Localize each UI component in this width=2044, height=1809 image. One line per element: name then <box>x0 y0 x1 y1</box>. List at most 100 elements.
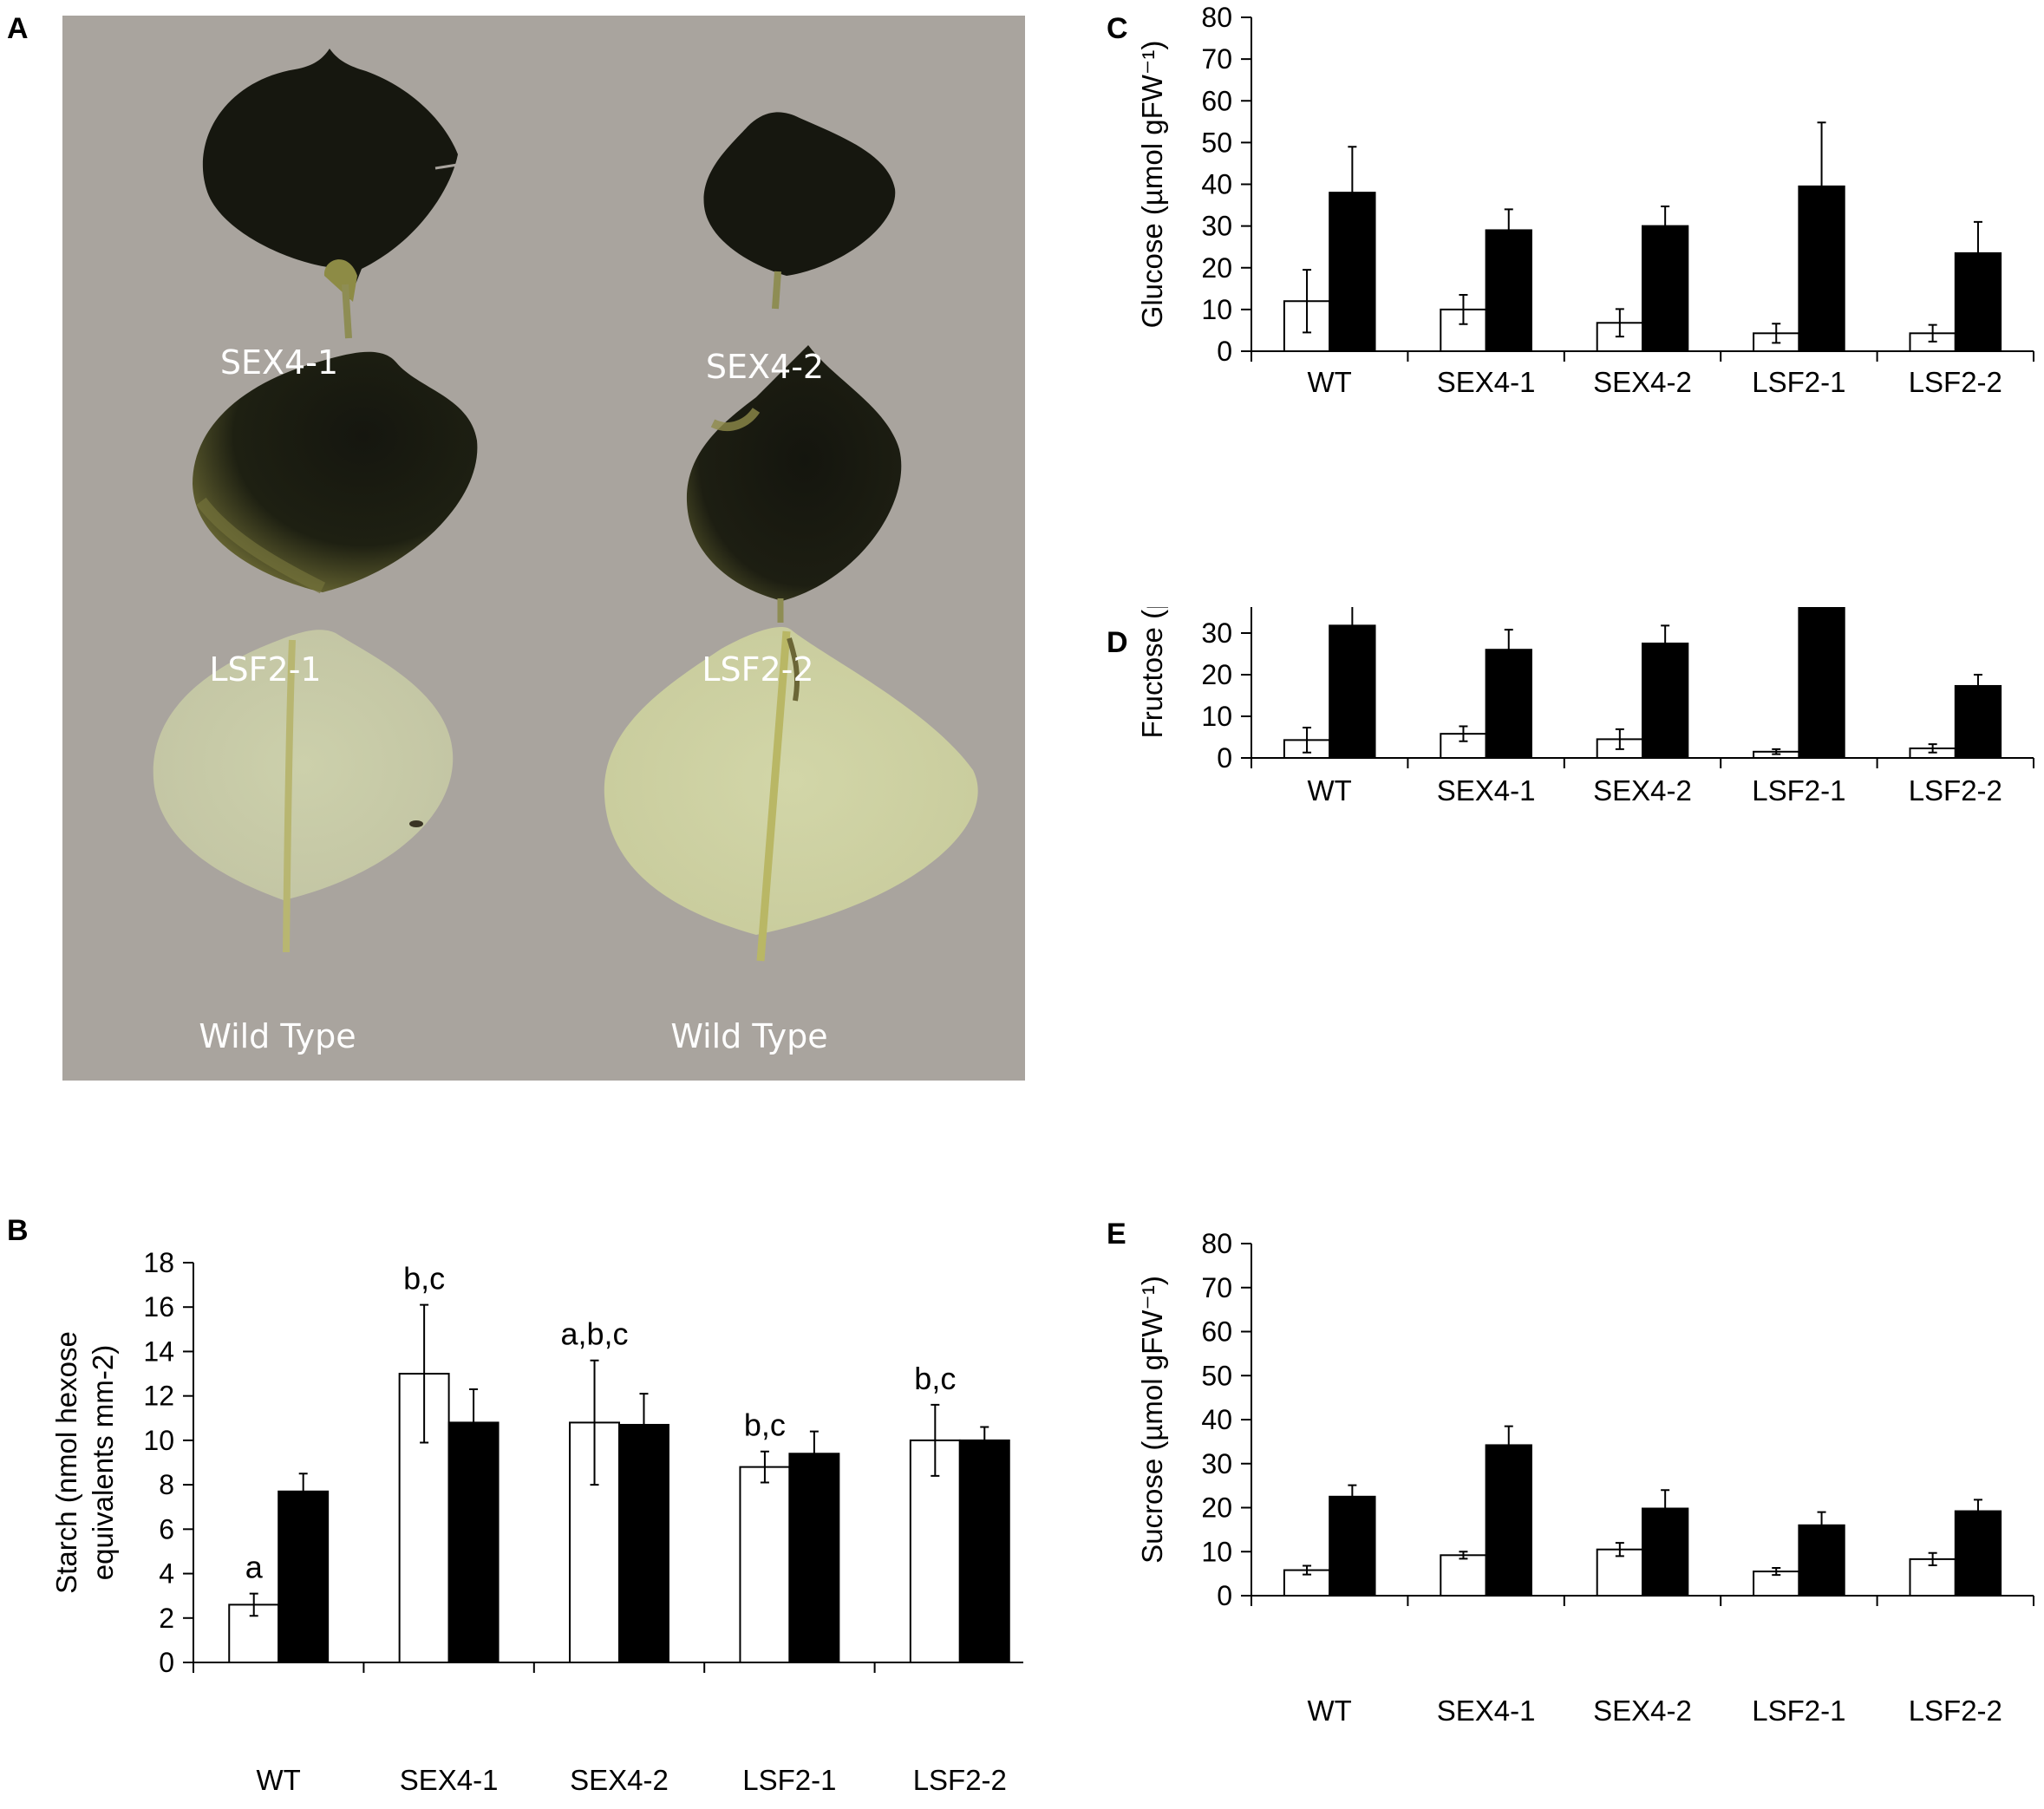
error-bar <box>1772 748 1781 755</box>
error-bar <box>1504 1425 1513 1466</box>
error-bar <box>1928 323 1937 343</box>
leaf-label-wild-type-left: Wild Type <box>199 1017 356 1055</box>
error-bar <box>1973 220 1982 285</box>
x-category-label: LSF2-1 <box>742 1764 836 1796</box>
y-tick-label: 10 <box>1201 701 1232 732</box>
chart-starch-svg: 0 2 4 6 8 10 12 14 16 18 WT a SEX4-1 b,c SEX4-2 a,b,c LS… <box>50 1247 1023 1796</box>
y-tick-label: 20 <box>1201 659 1232 690</box>
x-category-label: SEX4-2 <box>1593 774 1692 807</box>
y-tick-label: 30 <box>1201 211 1232 242</box>
y-tick-label: 80 <box>1201 1228 1232 1259</box>
x-category-label: SEX4-1 <box>400 1764 499 1796</box>
error-bar <box>590 1359 599 1486</box>
y-tick-label: 10 <box>1201 1536 1232 1567</box>
error-bar <box>1973 1499 1982 1524</box>
y-tick-label: 50 <box>1201 1360 1232 1391</box>
y-tick-label: 0 <box>159 1647 174 1678</box>
panel-label-c: C <box>1107 12 1128 45</box>
leaf-label-lsf2-2: LSF2-2 <box>702 650 813 689</box>
y-tick-label: 6 <box>159 1513 174 1545</box>
bar-black-lsf2-2 <box>958 1439 1010 1663</box>
error-bar <box>1459 725 1468 742</box>
y-tick-label: 8 <box>159 1469 174 1500</box>
error-bar <box>1661 206 1670 247</box>
x-category-label: LSF2-2 <box>913 1764 1007 1796</box>
x-category-label: SEX4-1 <box>1437 774 1536 807</box>
x-category-label: LSF2-1 <box>1752 366 1845 398</box>
x-category-label: LSF2-1 <box>1752 774 1845 807</box>
leaf-wild-type-left <box>153 630 454 953</box>
chart-starch: 0 2 4 6 8 10 12 14 16 18 WT a SEX4-1 b,c SEX4-2 a,b,c LS… <box>0 1231 1023 1809</box>
chart-sucrose: 0 10 20 30 40 50 60 70 80 WT SEX4-1 SEX4-2 LSF2-1 LSF… <box>1119 1214 2044 1809</box>
error-bar <box>420 1303 429 1444</box>
x-category-label: SEX4-2 <box>570 1764 669 1796</box>
y-tick-label: 0 <box>1217 742 1232 774</box>
bar-white-lsf2-1 <box>739 1466 791 1663</box>
error-bar <box>469 1388 479 1457</box>
y-axis-title: Starch (nmol hexose <box>50 1331 82 1594</box>
error-bar <box>1615 1542 1624 1558</box>
y-tick-label: 70 <box>1201 1272 1232 1303</box>
x-category-label: SEX4-1 <box>1437 1695 1536 1727</box>
bar-black-wt <box>1329 1495 1376 1597</box>
bar-black-sex4-2 <box>1642 225 1689 352</box>
y-tick-label: 0 <box>1217 1580 1232 1611</box>
y-tick-label: 18 <box>143 1247 174 1278</box>
y-tick-label: 80 <box>1201 2 1232 33</box>
y-tick-label: 4 <box>159 1558 174 1590</box>
panel-label-e: E <box>1107 1218 1126 1251</box>
error-bar <box>1817 1511 1826 1540</box>
y-tick-label: 60 <box>1201 1316 1232 1348</box>
leaf-label-lsf2-1: LSF2-1 <box>209 650 321 689</box>
x-category-label: SEX4-2 <box>1593 1695 1692 1727</box>
y-tick-label: 0 <box>1217 336 1232 367</box>
x-category-label: SEX4-2 <box>1593 366 1692 398</box>
leaf-label-sex4-1: SEX4-1 <box>220 343 338 382</box>
significance-label: b,c <box>914 1361 956 1396</box>
y-tick-label: 20 <box>1201 1492 1232 1524</box>
significance-label: b,c <box>403 1261 445 1296</box>
error-bar <box>1459 294 1468 325</box>
error-bar <box>1817 121 1826 251</box>
bar-black-sex4-2 <box>1642 643 1689 759</box>
error-bar <box>1817 607 1826 626</box>
error-bar <box>1348 146 1357 240</box>
y-axis-title: Sucrose (µmol gFW⁻¹) <box>1136 1276 1168 1564</box>
x-category-label: LSF2-2 <box>1909 366 2002 398</box>
error-bar <box>1348 607 1357 659</box>
y-tick-label: 40 <box>1201 1404 1232 1435</box>
error-bar <box>1661 624 1670 663</box>
panel-label-b: B <box>7 1214 29 1247</box>
error-bar <box>1772 323 1781 344</box>
y-tick-label: 10 <box>1201 294 1232 325</box>
y-tick-label: 40 <box>1201 169 1232 200</box>
error-bar <box>809 1430 819 1477</box>
error-bar <box>298 1473 308 1511</box>
error-bar <box>1504 208 1513 252</box>
bar-black-sex4-2 <box>618 1423 669 1663</box>
y-tick-label: 30 <box>1201 1448 1232 1479</box>
y-tick-label: 12 <box>143 1381 174 1412</box>
error-bar <box>1303 1564 1312 1576</box>
error-bar <box>1973 674 1982 698</box>
error-bar <box>1303 726 1312 754</box>
error-bar <box>1928 743 1937 754</box>
error-bar <box>760 1450 769 1484</box>
y-tick-label: 30 <box>1201 617 1232 649</box>
bar-black-lsf2-1 <box>1798 607 1845 760</box>
y-axis-title: Fructose (µmol gFW⁻¹) <box>1136 607 1168 738</box>
x-category-label: WT <box>1308 774 1352 807</box>
bar-black-lsf2-1 <box>788 1453 840 1663</box>
error-bar <box>1615 308 1624 338</box>
chart-fructose: 01020304050607080WTSEX4-1SEX4-2LSF2-1LSF… <box>1119 607 2044 1214</box>
significance-label: a <box>245 1550 264 1585</box>
panel-label-a: A <box>7 12 29 45</box>
y-tick-label: 16 <box>143 1291 174 1322</box>
error-bar <box>1772 1567 1781 1577</box>
bar-black-sex4-1 <box>447 1421 500 1663</box>
y-tick-label: 70 <box>1201 43 1232 75</box>
error-bar <box>1615 728 1624 750</box>
y-tick-label: 60 <box>1201 85 1232 116</box>
error-bar <box>1504 629 1513 671</box>
chart-sucrose-svg: 0 10 20 30 40 50 60 70 80 WT SEX4-1 SEX4-2 LSF2-1 LSF… <box>1136 1228 2034 1727</box>
